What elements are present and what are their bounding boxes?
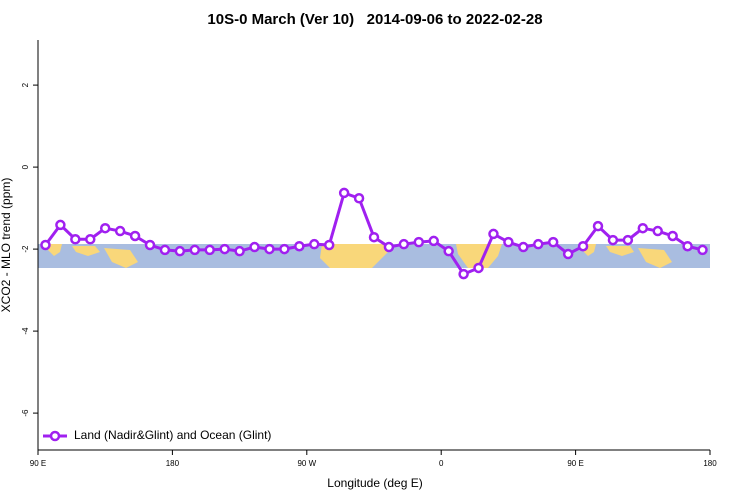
y-tick-label: 2 <box>21 82 30 87</box>
point <box>189 244 201 256</box>
point <box>294 240 305 252</box>
legend-label: Land (Nadir&Glint) and Ocean (Glint) <box>74 428 271 442</box>
point <box>398 238 410 250</box>
point <box>413 236 425 248</box>
point <box>637 222 649 234</box>
point <box>249 241 260 253</box>
point <box>458 268 469 280</box>
x-tick-label: 90 W <box>297 459 316 468</box>
y-tick-label: -2 <box>21 245 30 253</box>
point <box>622 234 634 246</box>
point <box>55 219 66 231</box>
legend-marker <box>49 430 61 442</box>
point <box>443 245 454 257</box>
point <box>219 243 230 255</box>
point <box>518 241 529 253</box>
point <box>682 240 693 252</box>
chart-title: 10S-0 March (Ver 10) 2014-09-06 to 2022-… <box>207 11 542 28</box>
point <box>488 228 499 240</box>
x-tick-label: 180 <box>703 459 717 468</box>
point <box>353 193 365 204</box>
y-axis-label: XCO2 - MLO trend (ppm) <box>0 178 13 313</box>
point <box>533 238 544 250</box>
x-tick-label: 90 E <box>567 459 583 468</box>
point <box>309 238 320 250</box>
x-tick-label: 0 <box>439 459 444 468</box>
point <box>338 187 350 199</box>
point <box>204 244 215 256</box>
x-tick-label: 180 <box>166 459 180 468</box>
point <box>592 220 604 232</box>
point <box>70 234 81 245</box>
map-strip <box>38 244 710 268</box>
point <box>129 230 141 242</box>
point <box>503 236 514 248</box>
point <box>562 248 574 260</box>
point <box>667 230 678 242</box>
point <box>697 244 708 256</box>
point <box>85 234 96 245</box>
point <box>607 234 619 246</box>
point <box>652 225 663 237</box>
x-tick-label: 90 E <box>30 459 46 468</box>
point <box>577 240 589 252</box>
point <box>473 262 484 274</box>
point <box>264 243 275 255</box>
point <box>114 225 126 237</box>
point <box>144 239 156 251</box>
point <box>428 235 439 247</box>
point <box>368 231 380 243</box>
point <box>174 245 186 257</box>
point <box>234 245 245 257</box>
point <box>323 239 335 251</box>
point <box>99 222 111 234</box>
point <box>547 236 559 248</box>
point <box>279 243 290 255</box>
y-tick-label: 0 <box>21 164 30 169</box>
y-tick-label: -4 <box>21 327 30 335</box>
y-tick-label: -6 <box>21 409 30 417</box>
x-axis-label: Longitude (deg E) <box>327 476 422 490</box>
point <box>159 244 171 256</box>
point <box>40 239 51 251</box>
point <box>383 241 395 253</box>
